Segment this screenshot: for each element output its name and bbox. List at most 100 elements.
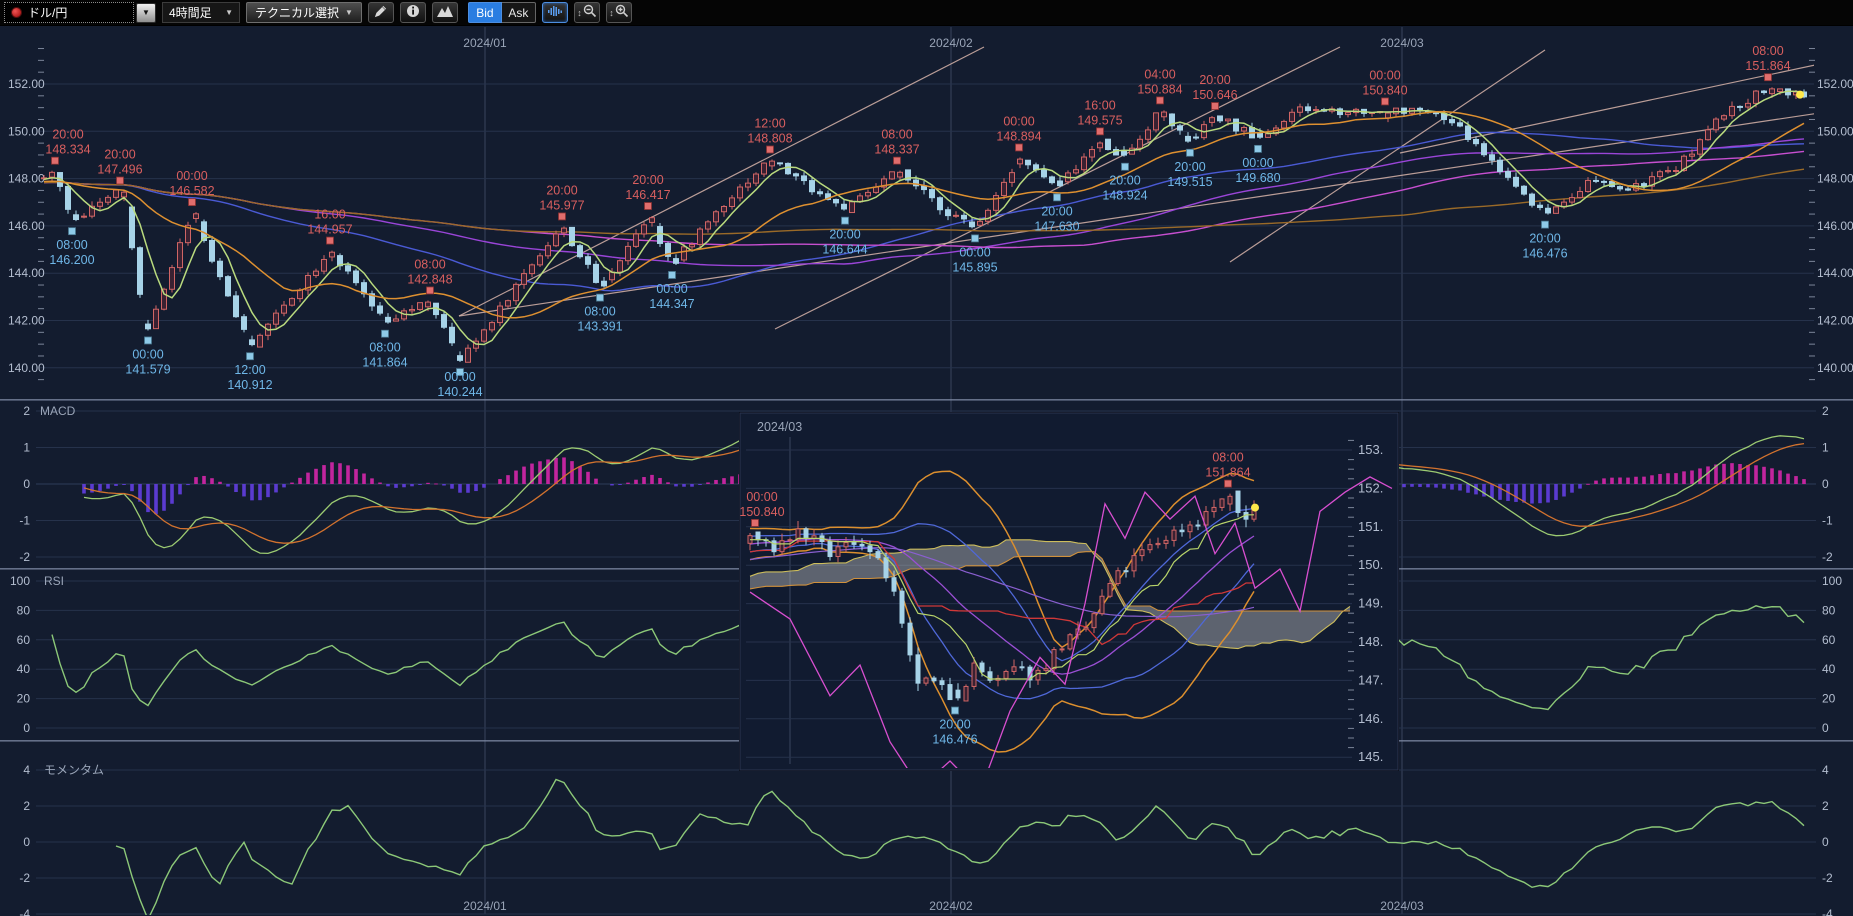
svg-text:0: 0 [23, 721, 30, 735]
svg-text:144.00: 144.00 [1817, 266, 1853, 280]
swing-time-label: 20:00 [1109, 174, 1140, 188]
swing-time-label: 12:00 [754, 116, 785, 130]
zoom-in-button[interactable]: ↕ [605, 2, 632, 23]
currency-pair-select[interactable]: ドル/円 [4, 2, 134, 23]
svg-text:148.00: 148.00 [8, 172, 45, 186]
svg-text:153.: 153. [1358, 442, 1383, 457]
swing-high-marker [1764, 73, 1772, 82]
svg-text:144.00: 144.00 [8, 266, 45, 280]
chevron-down-icon: ▼ [345, 8, 353, 17]
swing-high-marker [326, 236, 334, 245]
swing-time-label: 08:00 [584, 305, 615, 319]
svg-text:0: 0 [1822, 835, 1829, 849]
svg-text:-4: -4 [1822, 907, 1833, 916]
swing-time-label: 08:00 [1212, 451, 1243, 465]
record-icon [11, 7, 22, 18]
swing-price-label: 146.476 [932, 733, 977, 747]
svg-text:-4: -4 [19, 907, 30, 916]
inset-chart-window[interactable]: 2024/03 153. 152. 151. 150. 149. 148. 147. 146. 1… [739, 412, 1399, 771]
trend-lines[interactable] [458, 46, 1853, 330]
swing-time-label: 00:00 [1369, 68, 1400, 82]
swing-price-label: 140.912 [227, 378, 272, 392]
swing-low-marker [1541, 220, 1549, 229]
updown-arrows-icon: ↕ [577, 7, 582, 18]
swing-price-label: 146.200 [49, 253, 94, 267]
swing-time-label: 20:00 [52, 128, 83, 142]
swing-price-label: 148.894 [996, 129, 1041, 143]
macd-title: MACD [40, 404, 76, 418]
x-axis-label-top: 2024/01 [463, 36, 507, 50]
swing-price-label: 150.646 [1192, 88, 1237, 102]
svg-text:2: 2 [1822, 404, 1829, 418]
interval-select[interactable]: 4時間足 ▼ [162, 2, 240, 23]
technical-select-button[interactable]: テクニカル選択 ▼ [246, 2, 362, 23]
updown-arrows-icon: ↕ [609, 7, 614, 18]
svg-text:142.00: 142.00 [1817, 314, 1853, 328]
x-axis-label-top: 2024/03 [1380, 36, 1424, 50]
svg-text:80: 80 [1822, 603, 1836, 617]
swing-time-label: 20:00 [1529, 232, 1560, 246]
swing-low-marker [144, 336, 152, 345]
svg-text:145.: 145. [1358, 749, 1383, 764]
swing-time-label: 08:00 [414, 257, 445, 271]
swing-price-label: 141.579 [125, 362, 170, 376]
inset-plot[interactable] [747, 470, 1393, 792]
momentum-panel[interactable] [115, 778, 1805, 916]
swing-time-label: 16:00 [1084, 98, 1115, 112]
volatility-view-button[interactable] [541, 2, 568, 23]
svg-text:0: 0 [23, 477, 30, 491]
swing-low-marker [68, 227, 76, 236]
svg-text:20: 20 [1822, 692, 1836, 706]
svg-text:151.: 151. [1358, 519, 1383, 534]
swing-low-marker [381, 329, 389, 338]
swing-low-marker [1053, 193, 1061, 202]
swing-price-label: 146.417 [625, 188, 670, 202]
bid-button[interactable]: Bid [467, 2, 502, 23]
rsi-title: RSI [44, 574, 64, 588]
info-button[interactable] [399, 2, 426, 23]
swing-time-label: 08:00 [881, 128, 912, 142]
chart-style-button[interactable] [431, 2, 458, 23]
swing-price-label: 148.924 [1102, 189, 1147, 203]
swing-time-label: 00:00 [1003, 114, 1034, 128]
main-price-panel[interactable] [41, 87, 1807, 363]
swing-price-label: 149.680 [1235, 171, 1280, 185]
swing-time-label: 20:00 [829, 228, 860, 242]
svg-text:150.00: 150.00 [8, 124, 45, 138]
swing-time-label: 20:00 [1174, 160, 1205, 174]
currency-pair-dropdown-button[interactable]: ▼ [136, 2, 156, 23]
svg-text:-1: -1 [1822, 514, 1833, 528]
swing-markers: 20:00148.33408:00146.20020:00147.49600:0… [45, 44, 1790, 399]
swing-price-label: 144.957 [307, 223, 352, 237]
swing-time-label: 08:00 [56, 238, 87, 252]
draw-tool-button[interactable] [367, 2, 394, 23]
waveform-icon [547, 5, 563, 20]
technical-select-label: テクニカル選択 [255, 6, 340, 20]
swing-price-label: 146.476 [1522, 247, 1567, 261]
zoom-out-button[interactable]: ↕ [573, 2, 600, 23]
zoom-in-icon [615, 4, 629, 21]
svg-text:152.00: 152.00 [1817, 77, 1853, 91]
swing-price-label: 147.496 [97, 163, 142, 177]
ask-button[interactable]: Ask [501, 2, 536, 23]
swing-time-label: 00:00 [656, 282, 687, 296]
x-axis-label-bottom: 2024/03 [1380, 899, 1424, 913]
swing-low-marker [456, 368, 464, 376]
mountain-chart-icon [436, 5, 453, 20]
swing-price-label: 149.575 [1077, 113, 1122, 127]
swing-high-marker [893, 156, 901, 165]
svg-text:20: 20 [17, 692, 31, 706]
swing-price-label: 150.884 [1137, 82, 1182, 96]
swing-price-label: 148.337 [874, 143, 919, 157]
swing-high-marker [116, 176, 124, 185]
swing-price-label: 150.840 [1362, 83, 1407, 97]
swing-price-label: 145.977 [539, 198, 584, 212]
currency-pair-label: ドル/円 [28, 6, 68, 20]
pencil-icon [373, 4, 388, 22]
swing-time-label: 08:00 [1752, 44, 1783, 58]
swing-price-label: 148.334 [45, 143, 90, 157]
swing-low-marker [971, 234, 979, 243]
swing-price-label: 142.848 [407, 272, 452, 286]
